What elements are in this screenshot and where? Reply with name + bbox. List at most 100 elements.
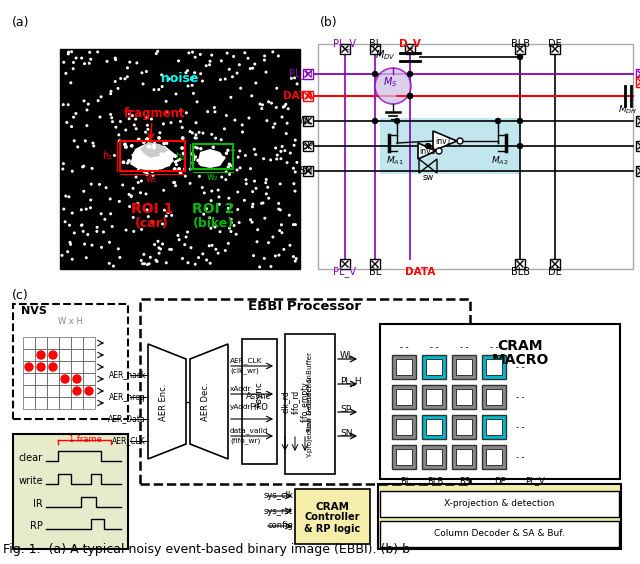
Circle shape <box>81 224 83 226</box>
Bar <box>47 349 59 361</box>
Circle shape <box>264 59 265 61</box>
Bar <box>23 361 35 373</box>
Circle shape <box>271 102 272 104</box>
Text: X-projection & detection: X-projection & detection <box>444 500 554 509</box>
Circle shape <box>141 72 143 74</box>
Circle shape <box>209 217 211 219</box>
Circle shape <box>172 160 173 162</box>
Bar <box>452 385 476 409</box>
Circle shape <box>284 105 285 107</box>
Bar <box>13 304 128 419</box>
Circle shape <box>131 195 132 197</box>
Circle shape <box>241 124 243 126</box>
Circle shape <box>68 196 70 197</box>
Circle shape <box>286 122 288 124</box>
Bar <box>380 491 619 517</box>
Circle shape <box>86 257 87 258</box>
Circle shape <box>252 206 253 208</box>
Circle shape <box>234 119 236 121</box>
Circle shape <box>141 228 142 230</box>
Circle shape <box>209 60 211 62</box>
Circle shape <box>137 202 139 204</box>
Circle shape <box>99 184 100 185</box>
Circle shape <box>115 57 116 59</box>
Circle shape <box>128 193 130 195</box>
Circle shape <box>135 176 137 178</box>
Bar <box>83 337 95 349</box>
Text: - -: - - <box>490 342 499 351</box>
Circle shape <box>159 132 161 134</box>
Circle shape <box>211 190 212 192</box>
Circle shape <box>272 236 274 238</box>
Circle shape <box>227 52 228 54</box>
Circle shape <box>169 249 170 250</box>
Circle shape <box>239 167 241 169</box>
Circle shape <box>85 387 93 395</box>
Circle shape <box>211 245 213 246</box>
Circle shape <box>240 87 241 89</box>
Circle shape <box>253 255 254 257</box>
Circle shape <box>426 143 431 148</box>
Text: SP: SP <box>340 404 351 413</box>
Circle shape <box>231 165 232 167</box>
Circle shape <box>218 204 220 205</box>
Circle shape <box>284 150 285 152</box>
Text: write: write <box>19 476 43 486</box>
Circle shape <box>252 204 253 205</box>
Circle shape <box>228 68 230 70</box>
Circle shape <box>139 155 141 157</box>
Circle shape <box>75 113 77 114</box>
Circle shape <box>112 121 113 122</box>
Text: sys_rst: sys_rst <box>264 506 293 515</box>
Circle shape <box>207 111 209 112</box>
Circle shape <box>49 351 57 359</box>
Circle shape <box>174 182 175 183</box>
Text: BL: BL <box>400 477 410 486</box>
Bar <box>23 349 35 361</box>
Circle shape <box>375 68 411 104</box>
Circle shape <box>138 138 140 140</box>
Bar <box>426 419 442 435</box>
Circle shape <box>250 68 251 69</box>
Circle shape <box>198 131 200 133</box>
Circle shape <box>140 161 142 164</box>
Bar <box>426 449 442 465</box>
Circle shape <box>236 233 237 235</box>
Circle shape <box>272 51 274 52</box>
Circle shape <box>253 148 255 150</box>
Circle shape <box>147 216 149 217</box>
Circle shape <box>160 167 161 169</box>
Circle shape <box>207 157 208 158</box>
Polygon shape <box>130 144 175 171</box>
Circle shape <box>199 162 201 164</box>
Circle shape <box>81 209 82 210</box>
Circle shape <box>408 94 413 99</box>
Bar <box>370 44 380 54</box>
Circle shape <box>236 72 238 74</box>
Circle shape <box>260 202 262 204</box>
Circle shape <box>64 221 66 223</box>
Circle shape <box>187 262 189 263</box>
Circle shape <box>170 122 172 124</box>
Circle shape <box>228 243 229 244</box>
Circle shape <box>179 239 180 240</box>
Circle shape <box>85 208 87 210</box>
Circle shape <box>175 93 177 95</box>
Circle shape <box>257 229 259 231</box>
Circle shape <box>255 187 257 189</box>
Circle shape <box>96 227 98 228</box>
Polygon shape <box>140 142 168 158</box>
Circle shape <box>63 208 65 210</box>
Circle shape <box>209 262 211 264</box>
Circle shape <box>188 85 189 87</box>
Text: DATA: DATA <box>405 267 435 277</box>
Circle shape <box>88 103 89 105</box>
Circle shape <box>152 170 154 173</box>
Circle shape <box>265 71 267 73</box>
Circle shape <box>110 114 111 115</box>
Circle shape <box>146 117 148 118</box>
Circle shape <box>169 161 171 163</box>
Circle shape <box>83 191 84 192</box>
Circle shape <box>268 197 269 199</box>
Bar <box>303 69 313 79</box>
